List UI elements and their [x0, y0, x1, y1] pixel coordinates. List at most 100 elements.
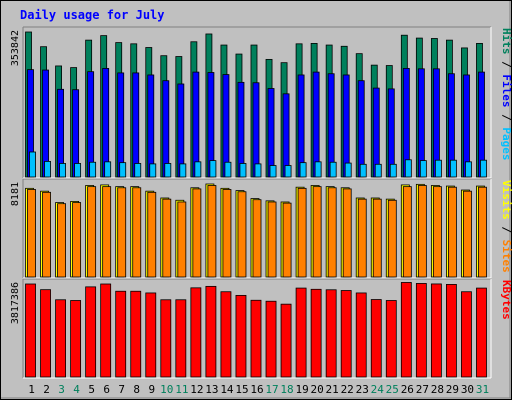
- bar-kbytes-day-19: [295, 287, 307, 378]
- x-tick-label-3: 3: [58, 383, 65, 396]
- bar-sites-day-19: [297, 187, 307, 278]
- bar-pages-day-2: [44, 161, 51, 178]
- x-tick-label-5: 5: [88, 383, 95, 396]
- bar-kbytes-day-23: [355, 292, 367, 378]
- bar-pages-day-9: [149, 163, 157, 178]
- bar-files-day-7: [117, 72, 125, 178]
- series-files: [27, 68, 485, 178]
- bar-files-day-9: [147, 74, 155, 178]
- bar-pages-day-21: [329, 161, 337, 178]
- bar-kbytes-day-26: [400, 282, 412, 378]
- bar-kbytes-day-30: [461, 291, 472, 378]
- bar-kbytes-day-12: [190, 287, 202, 378]
- bar-sites-day-29: [447, 186, 457, 278]
- bar-sites-day-17: [267, 201, 277, 278]
- bar-files-day-17: [267, 88, 275, 178]
- x-tick-label-9: 9: [148, 383, 155, 396]
- x-tick-label-1: 1: [28, 383, 35, 396]
- bar-files-day-22: [342, 74, 350, 178]
- bar-pages-day-28: [434, 159, 442, 178]
- series-sites: [27, 185, 487, 278]
- bar-pages-day-16: [254, 163, 262, 178]
- panel-bottom-legend: KBytes: [500, 280, 512, 320]
- x-tick-label-8: 8: [133, 383, 140, 396]
- bar-kbytes-day-10: [160, 299, 172, 378]
- bar-kbytes-day-18: [280, 303, 292, 378]
- x-tick-label-17: 17: [265, 383, 278, 396]
- bar-pages-day-5: [89, 161, 97, 178]
- bar-kbytes-day-28: [430, 283, 442, 378]
- bar-kbytes-day-2: [40, 289, 51, 378]
- bar-kbytes-day-25: [385, 300, 397, 378]
- x-axis-labels: 1 2 3 4 5 6 7 8 9 10 11 12 13 14 15 16 17 18 19 20 21 22 23 24 2…: [28, 383, 489, 396]
- bar-files-day-8: [132, 72, 140, 178]
- x-tick-label-29: 29: [446, 383, 459, 396]
- bar-pages-day-31: [480, 159, 487, 178]
- bar-kbytes-day-5: [85, 286, 97, 378]
- bar-kbytes-day-16: [250, 299, 262, 378]
- bar-pages-day-1: [29, 151, 36, 178]
- bar-sites-day-7: [117, 187, 127, 278]
- bar-pages-day-18: [284, 165, 292, 178]
- bar-sites-day-4: [72, 202, 82, 278]
- bar-pages-day-24: [374, 163, 382, 178]
- legend-item: /: [500, 55, 512, 75]
- bar-sites-day-23: [357, 198, 367, 278]
- bar-sites-day-16: [252, 199, 262, 278]
- bar-sites-day-2: [42, 191, 51, 278]
- legend-item: Visits: [500, 180, 512, 220]
- bar-files-day-23: [357, 80, 365, 178]
- x-tick-label-11: 11: [175, 383, 188, 396]
- x-tick-label-20: 20: [311, 383, 324, 396]
- chart-title: Daily usage for July: [20, 8, 165, 22]
- bar-kbytes-day-1: [25, 283, 36, 378]
- bar-sites-day-15: [237, 191, 247, 278]
- panel-top-legend: Hits / Files / Pages: [500, 28, 512, 161]
- bar-pages-day-11: [179, 163, 187, 178]
- panels-layer: 353842 Hits / Files / Pages 8181 Visits / S…: [10, 26, 512, 379]
- bar-files-day-14: [222, 74, 230, 178]
- x-tick-label-4: 4: [73, 383, 80, 396]
- bar-pages-day-15: [239, 163, 247, 178]
- bar-kbytes-day-15: [235, 294, 247, 378]
- bar-sites-day-11: [177, 201, 187, 278]
- panel-top: 353842 Hits / Files / Pages: [10, 26, 512, 179]
- bar-kbytes-day-31: [476, 287, 487, 378]
- bar-sites-day-1: [27, 189, 36, 278]
- bar-sites-day-9: [147, 191, 157, 278]
- bar-files-day-21: [327, 73, 335, 178]
- bar-files-day-16: [252, 82, 260, 178]
- bar-pages-day-29: [449, 159, 457, 178]
- bar-kbytes-day-3: [55, 299, 66, 378]
- bar-kbytes-day-24: [370, 299, 382, 378]
- panel-top-max-label: 353842: [10, 30, 21, 66]
- bar-kbytes-day-6: [100, 283, 112, 378]
- bar-files-day-19: [297, 74, 305, 178]
- bar-sites-day-5: [87, 186, 97, 278]
- bar-files-day-6: [102, 68, 110, 178]
- bar-kbytes-day-7: [115, 290, 127, 378]
- bar-kbytes-day-8: [130, 290, 142, 378]
- bar-sites-day-22: [342, 188, 352, 278]
- bar-kbytes-day-4: [70, 300, 82, 378]
- bar-pages-day-8: [134, 163, 142, 178]
- legend-item: /: [500, 108, 512, 128]
- bar-pages-day-13: [209, 160, 217, 178]
- series-kbytes: [25, 282, 487, 378]
- bar-pages-day-27: [419, 160, 427, 178]
- x-tick-label-18: 18: [280, 383, 293, 396]
- legend-item: Pages: [500, 127, 512, 160]
- legend-item: Files: [500, 74, 512, 107]
- legend-item: Sites: [500, 240, 512, 273]
- legend-item: Hits: [500, 28, 512, 55]
- bar-files-day-2: [42, 69, 49, 178]
- bar-kbytes-day-27: [415, 283, 427, 378]
- panel-middle: 8181 Visits / Sites: [10, 178, 512, 279]
- bar-files-day-20: [312, 71, 320, 178]
- bar-pages-day-20: [314, 161, 322, 178]
- bar-sites-day-6: [102, 186, 112, 278]
- bar-pages-day-25: [389, 163, 397, 178]
- x-tick-label-31: 31: [476, 383, 489, 396]
- bar-files-day-15: [237, 81, 245, 178]
